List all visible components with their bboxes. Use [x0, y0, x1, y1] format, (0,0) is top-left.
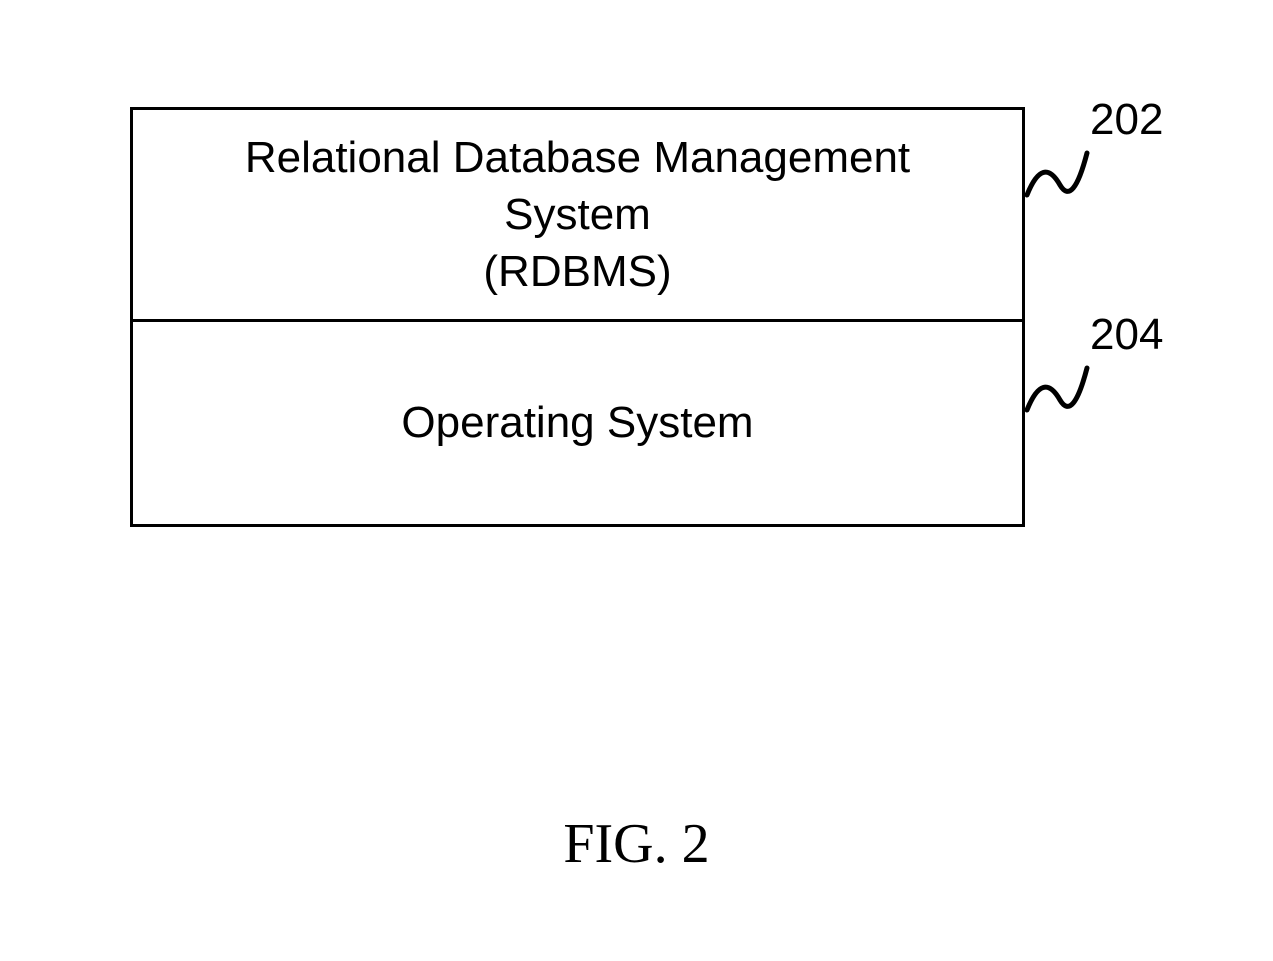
rdbms-box-line-1: Relational Database Management: [245, 129, 910, 186]
diagram-container: Relational Database Management System (R…: [130, 107, 1025, 527]
rdbms-box-line-2: System: [504, 186, 651, 243]
leader-line-202: [1025, 145, 1095, 215]
figure-caption: FIG. 2: [0, 812, 1273, 876]
leader-line-204: [1025, 360, 1095, 430]
rdbms-box: Relational Database Management System (R…: [130, 107, 1025, 322]
rdbms-box-line-3: (RDBMS): [483, 243, 671, 300]
ref-label-202: 202: [1090, 95, 1163, 145]
os-box-line-1: Operating System: [401, 394, 753, 451]
ref-label-204: 204: [1090, 310, 1163, 360]
os-box: Operating System: [130, 322, 1025, 527]
